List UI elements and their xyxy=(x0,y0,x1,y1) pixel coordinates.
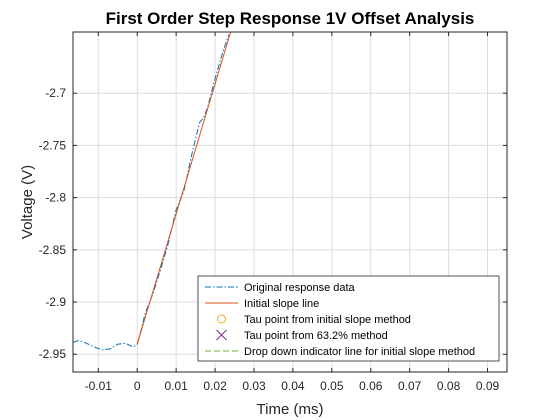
x-tick-label: 0.01 xyxy=(164,379,188,393)
series-initial-slope xyxy=(136,31,232,345)
x-tick-label: 0.04 xyxy=(281,379,305,393)
x-tick-label: 0.05 xyxy=(320,379,344,393)
y-axis-label: Voltage (V) xyxy=(19,165,36,239)
legend-entry: Tau point from 63.2% method xyxy=(216,329,388,342)
chart-title: First Order Step Response 1V Offset Anal… xyxy=(106,9,475,28)
y-tick-label: -2.75 xyxy=(39,138,67,152)
legend-label: Initial slope line xyxy=(244,298,319,310)
legend-x-marker xyxy=(216,329,227,341)
legend-entry: Drop down indicator line for initial slo… xyxy=(205,346,475,358)
plot-area xyxy=(72,31,232,351)
x-tick-label: 0.06 xyxy=(359,379,383,393)
y-tick-label: -2.95 xyxy=(39,347,67,361)
legend: Original response data Initial slope line… xyxy=(197,275,500,362)
axes-box xyxy=(72,31,508,373)
x-tick-label: 0.07 xyxy=(398,379,422,393)
x-tick-label: 0.03 xyxy=(242,379,266,393)
legend-label: Tau point from initial slope method xyxy=(244,314,411,326)
y-tick-label: -2.85 xyxy=(39,243,67,257)
x-axis-label: Time (ms) xyxy=(257,401,324,418)
y-tick-label: -2.9 xyxy=(45,295,66,309)
series-original-response xyxy=(72,34,230,351)
legend-box xyxy=(197,275,500,362)
x-tick-label: 0 xyxy=(134,379,141,393)
x-tick-label: 0.09 xyxy=(476,379,500,393)
y-tick-label: -2.7 xyxy=(45,86,66,100)
legend-entry: Initial slope line xyxy=(205,298,319,310)
legend-circle-marker xyxy=(217,314,226,324)
legend-entry: Tau point from initial slope method xyxy=(217,314,411,326)
legend-label: Original response data xyxy=(244,282,356,294)
x-tick-label: 0.02 xyxy=(203,379,227,393)
x-tick-label: -0.01 xyxy=(85,379,113,393)
axis-ticks: -0.01 0 0.01 0.02 0.03 0.04 0.05 0.06 0.07 0.08 0.… xyxy=(39,32,507,393)
legend-entry: Original response data xyxy=(205,282,356,294)
y-tick-label: -2.8 xyxy=(45,191,66,205)
legend-label: Drop down indicator line for initial slo… xyxy=(244,346,475,358)
x-tick-label: 0.08 xyxy=(437,379,461,393)
legend-label: Tau point from 63.2% method xyxy=(244,330,388,342)
